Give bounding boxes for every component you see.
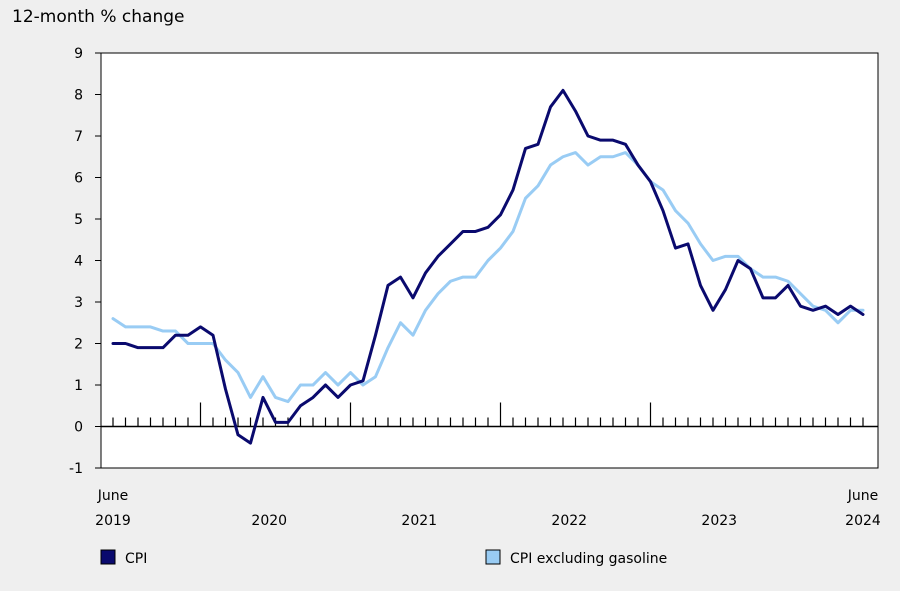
y-tick-label: 3	[74, 295, 83, 311]
legend-swatch	[100, 549, 116, 565]
y-tick-label: 6	[74, 171, 83, 187]
series-line-cpi	[111, 88, 865, 445]
legend-swatch	[485, 549, 501, 565]
y-tick-label: 9	[74, 46, 83, 62]
x-year-label: 2023	[701, 513, 737, 529]
y-tick-label: 0	[74, 420, 83, 436]
series-layer	[111, 88, 865, 445]
y-tick-label: 7	[74, 129, 83, 145]
y-tick-label: 2	[74, 337, 83, 353]
x-label-end-month: June	[847, 488, 879, 504]
y-tick-label: 1	[74, 378, 83, 394]
x-year-label: 2022	[551, 513, 587, 529]
x-label-start-month: June	[97, 488, 129, 504]
y-tick-label: 4	[74, 254, 83, 270]
x-axis: June 2019 June 2024 2020 2021 2022 2023	[95, 402, 881, 529]
x-label-end-year: 2024	[845, 513, 881, 529]
x-year-label: 2021	[401, 513, 437, 529]
y-axis: -1 0 1 2 3 4 5 6 7 8 9	[69, 46, 101, 477]
y-tick-label: -1	[69, 461, 83, 477]
series-line-cpi-excluding-gasoline	[111, 151, 865, 404]
legend-label: CPI	[125, 551, 147, 567]
x-label-start-year: 2019	[95, 513, 131, 529]
y-tick-label: 5	[74, 212, 83, 228]
legend-label: CPI excluding gasoline	[510, 551, 667, 567]
legend: CPI CPI excluding gasoline	[100, 549, 667, 567]
y-axis-title: 12-month % change	[12, 7, 184, 27]
x-year-label: 2020	[251, 513, 287, 529]
y-tick-label: 8	[74, 88, 83, 104]
